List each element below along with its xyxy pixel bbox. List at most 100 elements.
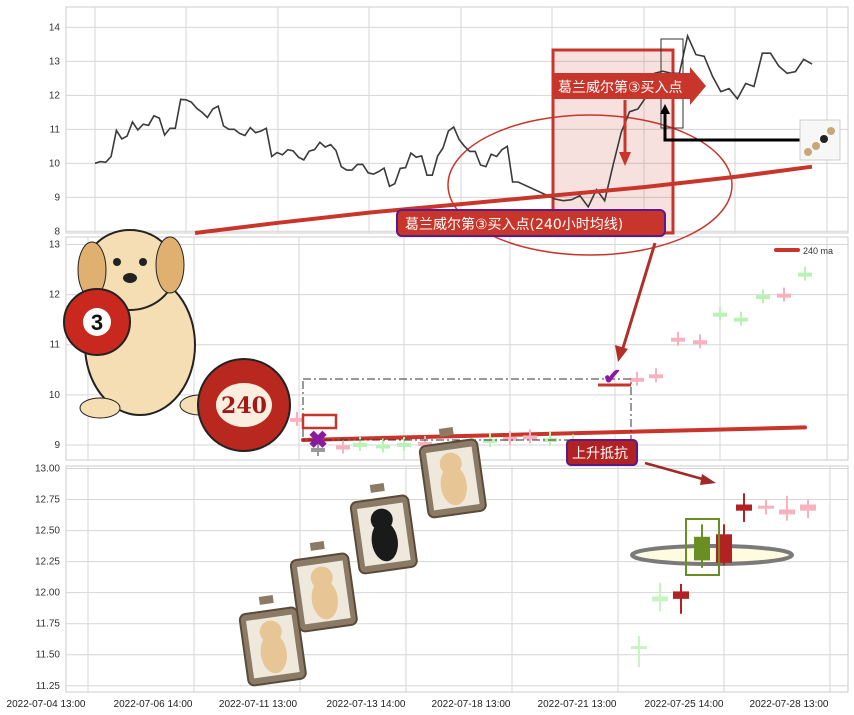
dog-body: [371, 521, 398, 562]
cable-clamp: [309, 540, 325, 551]
highlight-ellipse: [447, 114, 733, 256]
candle: [758, 499, 774, 515]
y-tick-label: 9: [54, 440, 60, 451]
candle: [652, 582, 668, 612]
candle-body: [652, 596, 668, 602]
candle-body: [758, 505, 774, 509]
dog-body: [311, 579, 338, 620]
resistance-arrow: [644, 461, 707, 482]
candle: [779, 495, 795, 521]
ball-3-label: 3: [91, 310, 103, 335]
candle: [376, 438, 390, 453]
candle: [673, 583, 689, 614]
y-tick-label: 11.25: [36, 681, 61, 692]
candle: [734, 311, 748, 326]
candle: [671, 331, 685, 346]
candle-body: [734, 317, 748, 322]
y-tick-label: 9: [54, 192, 60, 203]
candle: [290, 411, 304, 426]
candle-body: [290, 417, 304, 422]
candle-body: [693, 340, 707, 345]
candle: [336, 439, 350, 454]
ball-3-icon: 3: [63, 288, 131, 356]
dog-head: [310, 566, 333, 589]
y-tick-label: 12: [49, 290, 61, 301]
x-tick-label: 2022-07-11 13:00: [219, 699, 298, 710]
buy-point-ma-label: 葛兰威尔第③买入点(240小时均线): [396, 209, 666, 237]
cable-car: [238, 594, 307, 687]
dog-head: [439, 452, 462, 475]
x-tick-label: 2022-07-04 13:00: [7, 699, 86, 710]
candle-body: [798, 272, 812, 277]
cable-car-dogs: [238, 426, 487, 687]
y-tick-label: 11.50: [36, 650, 61, 661]
signal-arrow: [621, 242, 657, 349]
candle: [397, 436, 411, 451]
thumbnail-image: [799, 119, 841, 161]
candle-body: [336, 445, 350, 450]
cable-car: [349, 482, 418, 575]
y-tick-label: 13: [49, 240, 61, 251]
rising-resistance-label: 上升抵抗: [566, 439, 638, 466]
candle-body: [736, 504, 752, 511]
candle-body: [630, 377, 644, 382]
price-line: [94, 33, 813, 209]
candle-body: [713, 312, 727, 317]
candle-body: [800, 504, 816, 511]
buy-point-ma-text: 葛兰威尔第③买入点(240小时均线): [405, 216, 623, 233]
y-tick-label: 10: [49, 158, 61, 169]
x-tick-label: 2022-07-06 14:00: [114, 699, 193, 710]
ball-240-icon: 240: [197, 358, 291, 452]
consolidation-box: [302, 378, 632, 441]
y-tick-label: 13: [49, 56, 61, 67]
candle: [503, 430, 517, 445]
dog-illustration: [77, 229, 221, 419]
dog-body: [440, 465, 467, 506]
check-mark-icon: ✔: [603, 364, 621, 389]
candle: [736, 493, 752, 522]
buy-point-label: 葛兰威尔第③买入点: [553, 67, 706, 105]
y-tick-label: 13.00: [35, 463, 60, 474]
y-tick-label: 12.00: [35, 588, 60, 599]
y-tick-label: 12.25: [35, 557, 60, 568]
middle-panel: 9 10 11 12 13: [49, 236, 849, 461]
top-panel-frame: [65, 6, 849, 234]
candle: [353, 436, 367, 451]
y-tick-label: 14: [49, 22, 61, 33]
candle: [630, 371, 644, 386]
y-tick-label: 11: [50, 340, 61, 351]
dog-head: [259, 620, 282, 643]
y-tick-label: 12.75: [35, 495, 60, 506]
down-arrow-head-icon: [619, 152, 631, 166]
y-tick-label: 11: [50, 124, 61, 135]
cable-clamp: [369, 482, 385, 493]
candle-body: [631, 646, 647, 650]
y-tick-label: 12: [49, 90, 61, 101]
candle-body: [311, 447, 325, 452]
ball-240-label: 240: [221, 393, 267, 419]
legend-label: 240 ma: [803, 246, 833, 256]
candle: [694, 524, 710, 568]
candle-body: [671, 337, 685, 342]
x-mark-icon: ✖: [308, 427, 328, 454]
legend: 240 ma: [774, 246, 833, 256]
arrow-head-icon: [660, 104, 670, 114]
candle: [800, 499, 816, 519]
buy-point-text: 葛兰威尔第③买入点: [558, 79, 683, 96]
candle-body: [397, 442, 411, 447]
dog-body: [260, 633, 287, 674]
pointer-arrow: [663, 112, 800, 142]
candle-body: [756, 295, 770, 300]
y-tick-label: 12.50: [35, 526, 60, 537]
x-tick-label: 2022-07-18 13:00: [432, 699, 511, 710]
candle: [756, 289, 770, 304]
cable-clamp: [258, 594, 274, 605]
dog-head: [370, 508, 393, 531]
x-tick-label: 2022-07-21 13:00: [538, 699, 617, 710]
highlight-candle-box: [685, 518, 720, 576]
candle-body: [353, 442, 367, 447]
y-tick-label: 8: [54, 226, 60, 237]
y-tick-label: 11.75: [36, 619, 61, 630]
candle: [311, 441, 325, 456]
